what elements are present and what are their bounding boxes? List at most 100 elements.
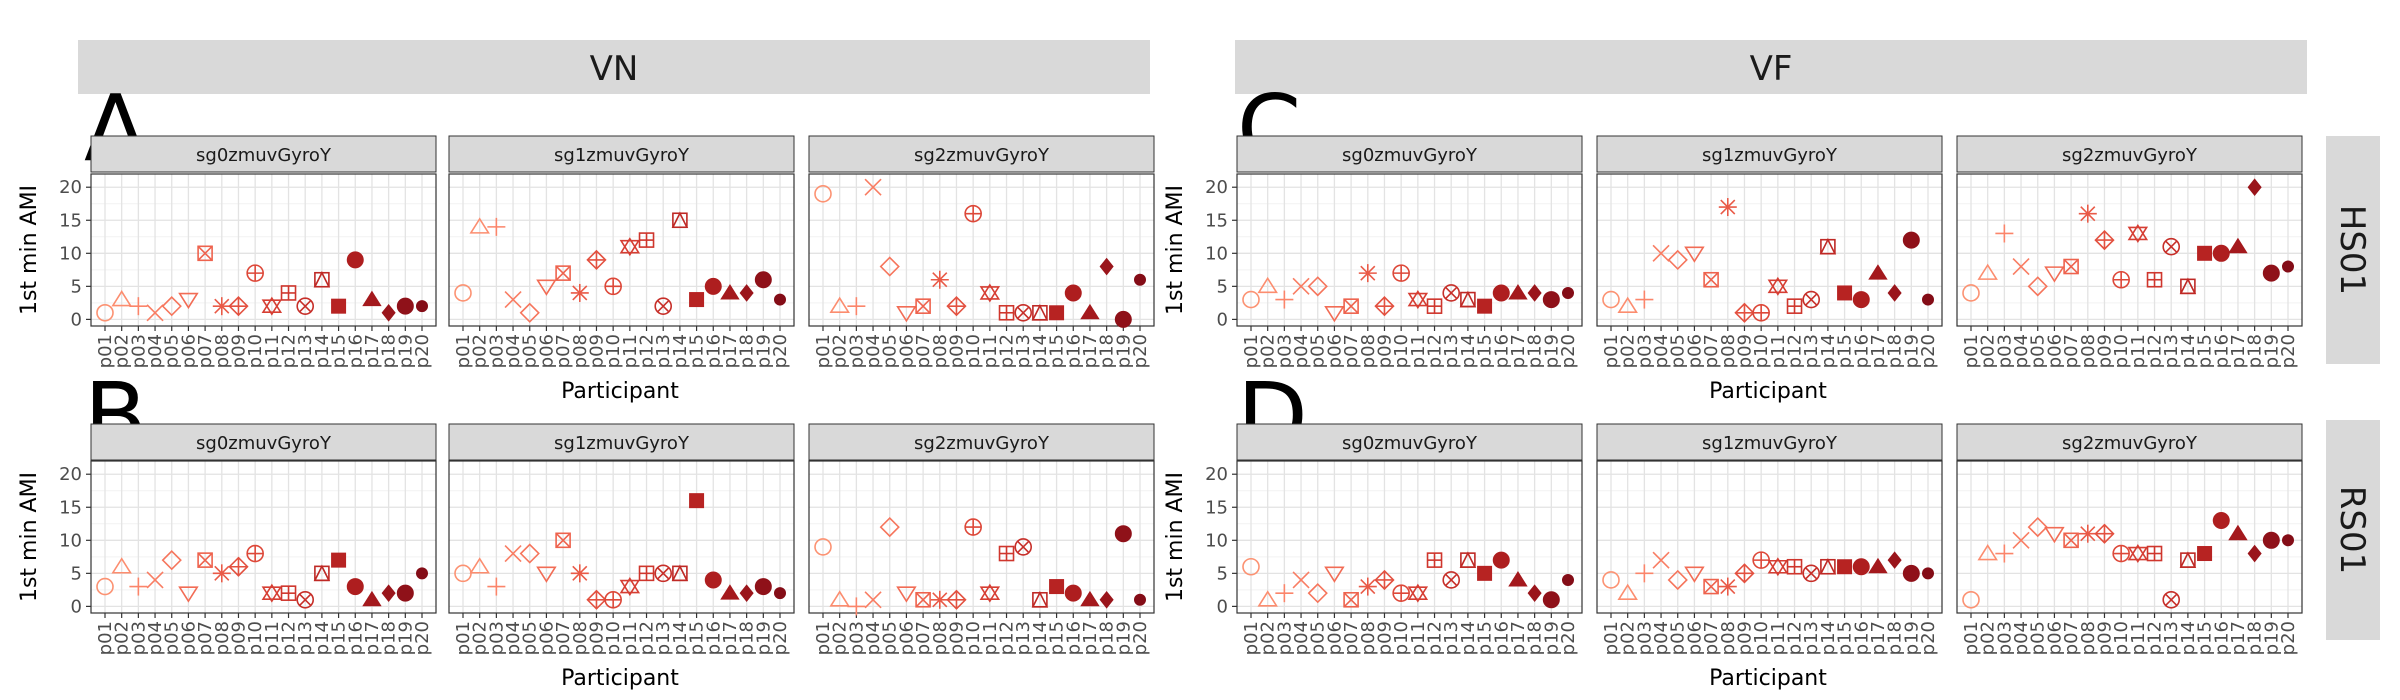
x-tick-label: p17 — [1080, 621, 1101, 655]
point-p11 — [1407, 290, 1429, 310]
x-tick-label: p02 — [830, 334, 851, 368]
point-p17 — [1080, 303, 1100, 320]
x-tick-label: p11 — [980, 621, 1001, 655]
x-tick-label: p14 — [2178, 621, 2199, 655]
point-p14 — [671, 211, 689, 229]
point-p07 — [1343, 591, 1359, 608]
point-p06 — [1684, 566, 1705, 583]
x-tick-label: p08 — [1718, 334, 1739, 368]
facet-strip-hs01-vn-sg2zmuvgyroy — [808, 135, 1155, 173]
x-tick-label: p19 — [753, 621, 774, 655]
x-tick-label: p14 — [1458, 334, 1479, 368]
x-tick-label: p07 — [553, 334, 574, 368]
x-tick-label: p07 — [913, 621, 934, 655]
point-p14 — [1459, 290, 1477, 308]
column-strip-vf — [1235, 40, 2307, 94]
y-tick-label: 15 — [59, 497, 82, 518]
point-p11 — [2127, 223, 2149, 243]
facet-strip-label-rs01-vf-sg0zmuvgyroy: sg0zmuvGyroY — [1342, 433, 1478, 454]
x-tick-label: p01 — [813, 334, 834, 368]
x-tick-label: p11 — [262, 334, 283, 368]
x-tick-label: p11 — [1408, 621, 1429, 655]
point-p04 — [146, 304, 164, 322]
y-tick-label: 0 — [71, 596, 82, 617]
x-tick-label: p05 — [162, 334, 183, 368]
point-p06 — [536, 279, 557, 296]
point-p13 — [296, 590, 315, 609]
x-axis-title-rs01-vn: Participant — [561, 666, 679, 691]
point-p02 — [1977, 263, 1998, 280]
x-tick-label: p01 — [813, 621, 834, 655]
x-tick-label: p13 — [295, 334, 316, 368]
x-tick-label: p01 — [1961, 621, 1982, 655]
x-tick-label: p20 — [2278, 334, 2299, 368]
point-p08 — [1718, 198, 1737, 217]
x-tick-label: p12 — [279, 621, 300, 655]
plot-border-hs01-vf-sg1zmuvgyroy — [1596, 173, 1943, 327]
point-p16 — [1852, 291, 1870, 309]
x-tick-label: p12 — [637, 621, 658, 655]
point-p09 — [586, 589, 607, 610]
x-tick-label: p10 — [963, 334, 984, 368]
x-tick-label: p08 — [212, 334, 233, 368]
point-p12 — [280, 585, 297, 601]
x-tick-label: p02 — [1978, 334, 1999, 368]
point-p11 — [261, 583, 283, 603]
x-tick-label: p14 — [2178, 334, 2199, 368]
facet-strip-label-rs01-vf-sg2zmuvgyroy: sg2zmuvGyroY — [2062, 433, 2198, 454]
point-p15 — [1477, 565, 1493, 581]
x-tick-label: p06 — [2044, 334, 2065, 368]
x-tick-label: p12 — [1425, 621, 1446, 655]
x-tick-label: p05 — [520, 621, 541, 655]
x-axis-title-rs01-vf: Participant — [1709, 666, 1827, 691]
plot-border-hs01-vf-sg2zmuvgyroy — [1956, 173, 2303, 327]
x-tick-label: p10 — [603, 334, 624, 368]
x-tick-label: p13 — [2161, 334, 2182, 368]
x-tick-label: p06 — [178, 621, 199, 655]
point-p16 — [1492, 284, 1510, 302]
point-p16 — [1492, 551, 1510, 569]
point-p15 — [1049, 305, 1065, 321]
point-p13 — [1802, 290, 1821, 309]
x-tick-label: p03 — [128, 621, 149, 655]
x-tick-label: p13 — [1013, 334, 1034, 368]
point-p07 — [197, 245, 213, 262]
x-tick-label: p19 — [753, 334, 774, 368]
facet-strip-hs01-vf-sg2zmuvgyroy — [1956, 135, 2303, 173]
x-tick-label: p01 — [453, 334, 474, 368]
x-tick-label: p10 — [245, 334, 266, 368]
y-axis-title-rs01-vn: 1st min AMI — [17, 472, 42, 602]
point-p17 — [362, 290, 382, 307]
x-tick-label: p13 — [1801, 621, 1822, 655]
x-tick-label: p14 — [312, 621, 333, 655]
x-tick-label: p19 — [1901, 621, 1922, 655]
point-p14 — [2179, 277, 2197, 295]
x-tick-label: p18 — [737, 621, 758, 655]
x-tick-label: p17 — [2228, 334, 2249, 368]
x-tick-label: p04 — [863, 621, 884, 655]
plot-border-rs01-vf-sg0zmuvgyroy — [1236, 460, 1583, 614]
facet-strip-hs01-vf-sg1zmuvgyroy — [1596, 135, 1943, 173]
x-tick-label: p14 — [670, 334, 691, 368]
x-tick-label: p06 — [896, 621, 917, 655]
x-tick-label: p09 — [1734, 621, 1755, 655]
point-p04 — [1652, 551, 1670, 569]
x-tick-label: p09 — [228, 334, 249, 368]
point-p19 — [754, 271, 772, 289]
x-tick-label: p18 — [2245, 621, 2266, 655]
point-p19 — [754, 578, 772, 596]
point-p14 — [313, 564, 331, 582]
x-tick-label: p17 — [720, 621, 741, 655]
point-p17 — [1868, 557, 1888, 574]
y-tick-label: 15 — [1205, 210, 1228, 231]
point-p10 — [964, 204, 982, 223]
x-tick-label: p16 — [345, 621, 366, 655]
x-tick-label: p18 — [737, 334, 758, 368]
x-tick-label: p07 — [1341, 334, 1362, 368]
point-p06 — [896, 586, 917, 603]
x-tick-label: p06 — [536, 621, 557, 655]
x-tick-label: p20 — [412, 621, 433, 655]
facet-hs01-vn-sg1zmuvgyroy: sg1zmuvGyroYp01p02p03p04p05p06p07p08p09p… — [448, 135, 795, 368]
row-strip-label-hs01: HS01 — [2332, 205, 2372, 295]
point-p18 — [1887, 284, 1902, 302]
